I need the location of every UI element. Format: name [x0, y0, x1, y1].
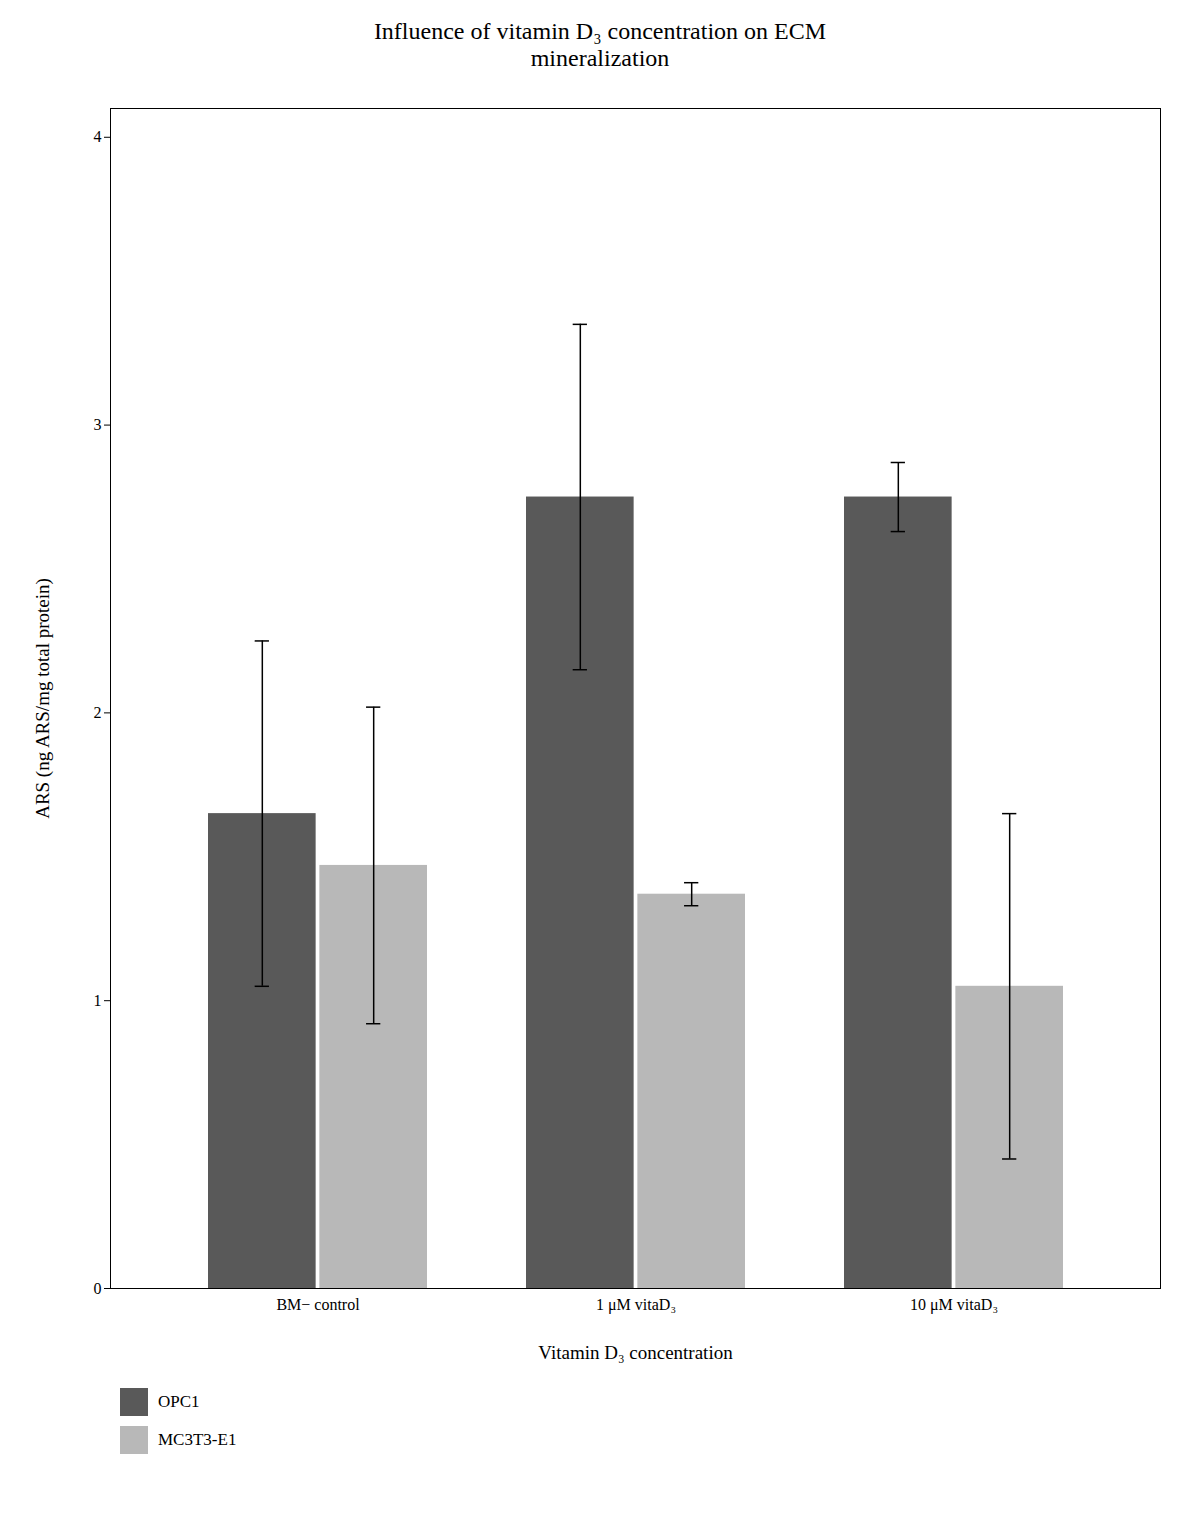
- svg-text:Vitamin D₃ concentration: Vitamin D₃ concentration: [538, 1342, 733, 1363]
- svg-text:0: 0: [94, 1280, 102, 1297]
- svg-text:1 μM vitaD₃: 1 μM vitaD₃: [596, 1296, 676, 1314]
- svg-text:10 μM vitaD₃: 10 μM vitaD₃: [910, 1296, 998, 1314]
- svg-text:4: 4: [94, 128, 102, 145]
- html-text:Influence of vitamin D₃ concen: Influence of vitamin D₃ concentration on…: [373, 18, 827, 71]
- svg-text:1: 1: [94, 992, 102, 1009]
- svg-text:2: 2: [94, 704, 102, 721]
- html-text:OPC1: OPC1: [158, 1392, 200, 1411]
- svg-text:3: 3: [94, 416, 102, 433]
- html-text:MC3T3-E1: MC3T3-E1: [158, 1430, 237, 1449]
- svg-text:ARS (ng ARS/mg total protein): ARS (ng ARS/mg total protein): [32, 578, 54, 819]
- svg-text:BM− control: BM− control: [276, 1296, 360, 1313]
